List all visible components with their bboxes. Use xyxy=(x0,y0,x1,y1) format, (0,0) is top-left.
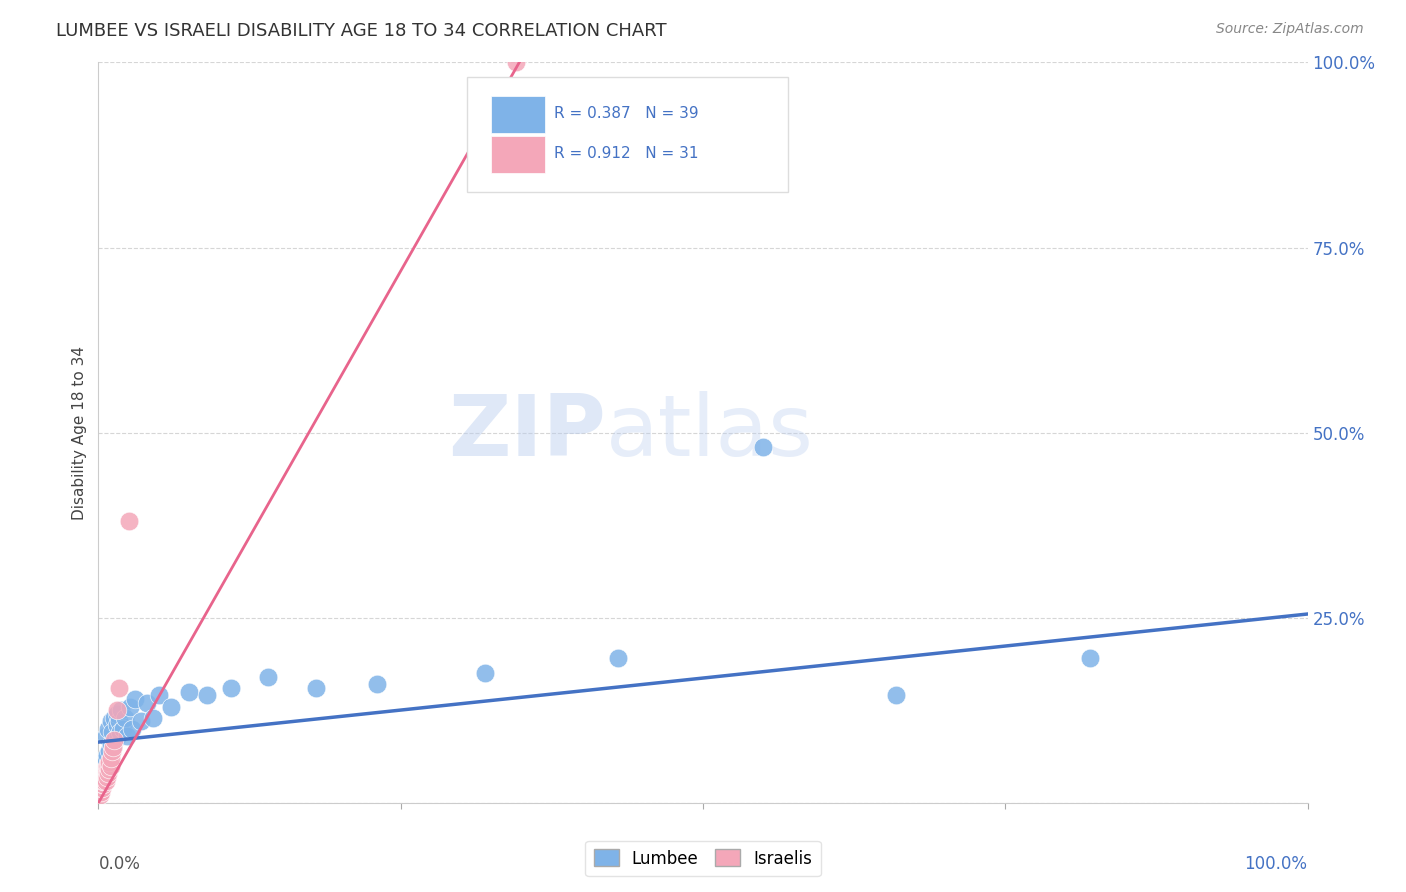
Point xyxy=(607,651,630,665)
Point xyxy=(101,740,124,755)
Point xyxy=(94,729,117,743)
Point xyxy=(94,773,117,788)
Point xyxy=(195,689,218,703)
Point xyxy=(100,737,122,751)
Point xyxy=(96,747,118,762)
Point xyxy=(752,441,775,455)
Point xyxy=(91,770,114,784)
Point xyxy=(98,744,121,758)
Text: ZIP: ZIP xyxy=(449,391,606,475)
Point xyxy=(305,681,328,695)
Point xyxy=(98,755,121,769)
Point xyxy=(90,780,112,795)
Point xyxy=(108,681,131,695)
Point xyxy=(100,758,122,772)
Point xyxy=(108,725,131,739)
Y-axis label: Disability Age 18 to 34: Disability Age 18 to 34 xyxy=(72,345,87,520)
Point xyxy=(97,722,120,736)
Text: LUMBEE VS ISRAELI DISABILITY AGE 18 TO 34 CORRELATION CHART: LUMBEE VS ISRAELI DISABILITY AGE 18 TO 3… xyxy=(56,22,666,40)
Point xyxy=(97,766,120,780)
Point xyxy=(121,722,143,736)
Point xyxy=(97,758,120,772)
Point xyxy=(91,777,114,791)
Point xyxy=(474,666,496,681)
Point xyxy=(98,763,121,777)
Point xyxy=(118,515,141,529)
FancyBboxPatch shape xyxy=(467,78,787,192)
Point xyxy=(142,711,165,725)
Point xyxy=(886,689,908,703)
Point xyxy=(93,766,115,780)
Point xyxy=(366,677,388,691)
Point xyxy=(111,722,134,736)
Point xyxy=(505,55,527,70)
Point xyxy=(103,732,125,747)
Point xyxy=(179,685,201,699)
Point xyxy=(256,670,278,684)
Point xyxy=(93,770,115,784)
Point xyxy=(93,773,115,788)
Point xyxy=(91,777,114,791)
Point xyxy=(118,699,141,714)
Point xyxy=(103,711,125,725)
FancyBboxPatch shape xyxy=(492,95,544,133)
Text: Source: ZipAtlas.com: Source: ZipAtlas.com xyxy=(1216,22,1364,37)
Text: R = 0.387   N = 39: R = 0.387 N = 39 xyxy=(554,106,699,121)
Point xyxy=(129,714,152,729)
Point xyxy=(107,729,129,743)
Point xyxy=(148,689,170,703)
Point xyxy=(100,744,122,758)
Text: atlas: atlas xyxy=(606,391,814,475)
Point xyxy=(124,692,146,706)
Point xyxy=(105,718,128,732)
Point xyxy=(110,703,132,717)
Point xyxy=(96,763,118,777)
Text: 0.0%: 0.0% xyxy=(98,855,141,872)
Point xyxy=(105,703,128,717)
Point xyxy=(104,732,127,747)
Point xyxy=(100,714,122,729)
Point xyxy=(91,755,114,769)
Point xyxy=(91,773,114,788)
Point xyxy=(101,740,124,755)
Point xyxy=(96,758,118,772)
Point xyxy=(105,706,128,721)
Point xyxy=(91,773,114,788)
Point xyxy=(90,785,112,799)
Point xyxy=(114,711,136,725)
Point xyxy=(100,725,122,739)
Text: R = 0.912   N = 31: R = 0.912 N = 31 xyxy=(554,146,699,161)
Point xyxy=(94,766,117,780)
Point xyxy=(96,770,118,784)
Point xyxy=(91,780,114,795)
Point xyxy=(135,696,157,710)
Legend: Lumbee, Israelis: Lumbee, Israelis xyxy=(585,841,821,876)
Point xyxy=(160,699,183,714)
Point xyxy=(221,681,243,695)
Point xyxy=(1078,651,1101,665)
Point xyxy=(108,714,131,729)
Point xyxy=(89,789,111,803)
Point xyxy=(94,763,117,777)
FancyBboxPatch shape xyxy=(492,136,544,173)
Point xyxy=(100,751,122,765)
Text: 100.0%: 100.0% xyxy=(1244,855,1308,872)
Point xyxy=(117,729,139,743)
